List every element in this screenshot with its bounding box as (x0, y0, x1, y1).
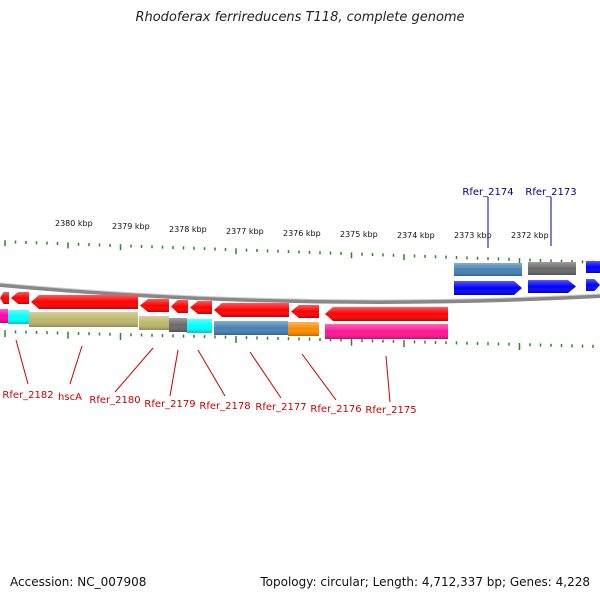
scale-ticks-bottom (4, 330, 594, 350)
scale-label: 2372 kbp (511, 231, 549, 240)
gene-labels: Rfer_2174 Rfer_2173 Rfer_2182 hscA Rfer_2180… (2, 187, 576, 416)
scale-label: 2377 kbp (226, 227, 264, 236)
leader-line (301, 353, 337, 401)
genome-backbone (0, 283, 600, 304)
map-title: Rhodoferax ferrireducens T118, complete … (135, 10, 465, 25)
scale-label: 2378 kbp (169, 225, 207, 234)
cog-bar-shade (288, 322, 319, 336)
cog-bar-shade (8, 310, 29, 324)
scale-label: 2376 kbp (283, 229, 321, 238)
scale-ticks-top (4, 240, 594, 265)
leader-line (15, 339, 29, 385)
cog-bar-shade (454, 263, 522, 276)
reverse-cds-arrow-shade (291, 305, 319, 318)
leader-line (385, 355, 391, 403)
reverse-cds-arrow-shade (325, 307, 448, 321)
gene-label: Rfer_2179 (144, 399, 195, 410)
cog-bar-shade (187, 319, 212, 333)
gene-label: Rfer_2177 (255, 402, 306, 413)
scale-label: 2374 kbp (397, 231, 435, 240)
gene-label: Rfer_2175 (365, 405, 416, 416)
reverse-cds-arrow-shade (31, 295, 138, 309)
cog-bar-shade (528, 262, 576, 275)
scale-label: 2373 kbp (454, 231, 492, 240)
reverse-cds-arrow-shade (11, 292, 29, 304)
gene-label: Rfer_2180 (89, 395, 140, 406)
scale-labels: 2380 kbp 2379 kbp 2378 kbp 2377 kbp 2376 kbp… (55, 219, 549, 240)
gene-features (0, 261, 600, 339)
gene-label: Rfer_2174 (462, 187, 513, 198)
forward-cds-arrow-shade (454, 281, 522, 295)
scale-label: 2380 kbp (55, 219, 93, 228)
leader-line (249, 351, 282, 399)
gene-label: Rfer_2176 (310, 404, 361, 415)
cog-bar-shade (325, 324, 448, 339)
scale-label: 2375 kbp (340, 230, 378, 239)
label-leader-lines (15, 197, 552, 403)
gene-label: Rfer_2173 (525, 187, 576, 198)
leader-line (114, 347, 154, 393)
reverse-cds-arrow-shade (214, 303, 289, 317)
gene-label: hscA (58, 392, 82, 403)
scale-label: 2379 kbp (112, 222, 150, 231)
cog-bar-shade (29, 312, 138, 327)
reverse-cds-arrow-shade (190, 301, 212, 314)
cog-bar-shade (586, 261, 600, 273)
reverse-cds-arrow-shade (171, 300, 188, 313)
reverse-cds-arrow-shade (0, 292, 9, 304)
cog-bar-shade (214, 321, 288, 335)
forward-cds-arrow-shade (528, 280, 576, 293)
gene-label: Rfer_2178 (199, 401, 250, 412)
accession-text: Accession: NC_007908 (10, 575, 147, 589)
reverse-cds-arrow-shade (140, 299, 169, 312)
leader-line (169, 349, 179, 397)
cog-bar-shade (169, 318, 187, 332)
leader-line (69, 345, 83, 385)
cog-bar-shade (139, 316, 169, 330)
gene-label: Rfer_2182 (2, 390, 53, 401)
forward-cds-arrow-shade (586, 279, 600, 291)
leader-line (197, 349, 226, 397)
genome-summary-text: Topology: circular; Length: 4,712,337 bp… (260, 575, 590, 589)
cog-bar-shade (0, 309, 8, 323)
